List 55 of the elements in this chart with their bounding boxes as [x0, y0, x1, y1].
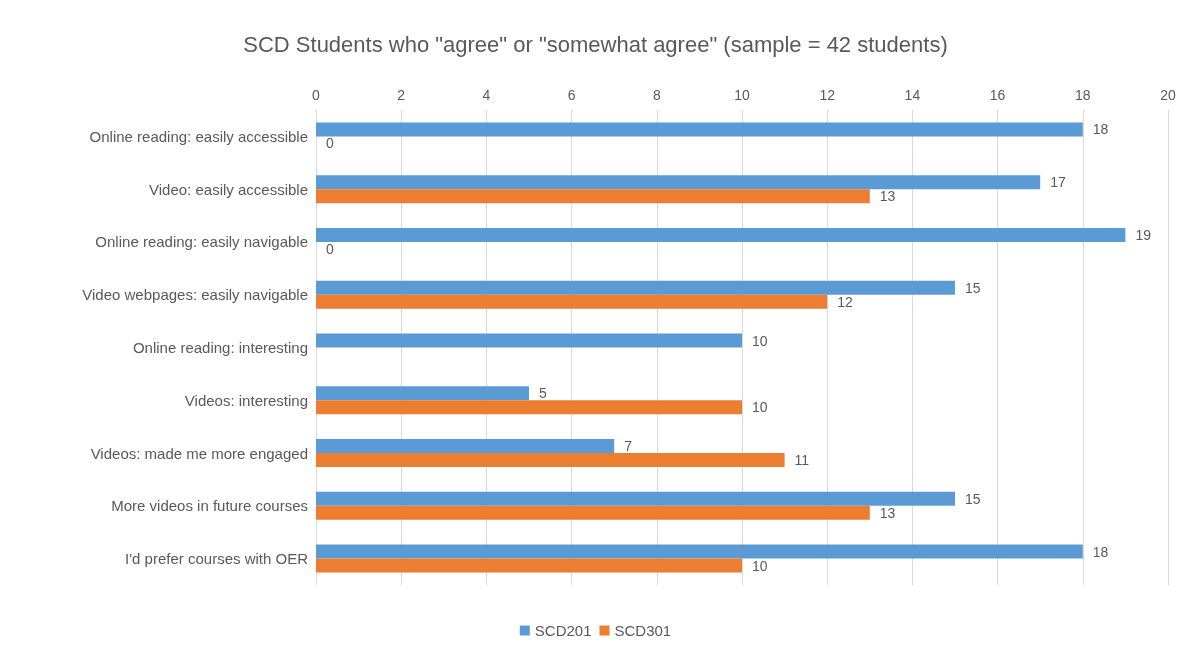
y-tick-label: More videos in future courses [111, 497, 308, 515]
data-label: 11 [794, 452, 810, 469]
data-label: 18 [1092, 543, 1109, 560]
y-tick-label: I'd prefer courses with OER [125, 550, 309, 568]
data-label: 5 [539, 385, 547, 402]
y-tick-label: Online reading: easily navigable [95, 233, 308, 251]
bar [316, 333, 742, 348]
bar [316, 439, 615, 454]
y-tick-label: Video: easily accessible [149, 180, 308, 198]
chart-title: SCD Students who "agree" or "somewhat agree" (sample = 42 students) [243, 31, 948, 57]
x-tick-label: 2 [397, 87, 406, 103]
bar [316, 491, 955, 506]
data-label: 10 [752, 332, 768, 349]
x-tick-label: 14 [904, 87, 921, 103]
bar [316, 453, 785, 468]
data-label: 13 [879, 188, 896, 205]
data-label: 10 [752, 399, 768, 416]
y-tick-label: Online reading: interesting [132, 339, 308, 356]
data-label: 12 [837, 293, 853, 310]
x-tick-label: 6 [567, 87, 576, 103]
data-label: 15 [965, 279, 981, 296]
x-tick-label: 0 [312, 87, 321, 103]
data-label: 10 [752, 557, 768, 574]
data-label: 0 [326, 240, 334, 257]
bar [316, 280, 955, 295]
legend-label: SCD301 [614, 622, 672, 639]
x-tick-label: 4 [482, 87, 491, 103]
data-label: 0 [326, 135, 334, 152]
data-label: 7 [624, 438, 633, 455]
bar [316, 189, 870, 204]
x-tick-label: 8 [652, 87, 661, 103]
bar [316, 122, 1083, 137]
x-tick-label: 18 [1075, 87, 1091, 103]
bar [316, 386, 529, 401]
x-tick-label: 10 [734, 87, 750, 103]
bar [316, 558, 742, 573]
data-label: 17 [1050, 174, 1066, 191]
bar [316, 544, 1083, 559]
x-tick-label: 16 [989, 87, 1006, 103]
y-tick-label: Videos: made me more engaged [90, 444, 308, 462]
y-tick-label: Video webpages: easily navigable [82, 286, 308, 304]
x-tick-label: 12 [819, 87, 836, 103]
legend-label: SCD201 [534, 622, 592, 639]
data-label: 18 [1092, 121, 1109, 138]
y-tick-label: Online reading: easily accessible [89, 127, 308, 145]
data-label: 15 [965, 490, 981, 507]
y-tick-label: Videos: interesting [184, 391, 308, 409]
x-tick-label: 20 [1160, 87, 1176, 103]
bar [316, 227, 1126, 242]
bar [316, 175, 1041, 190]
bar [316, 505, 870, 520]
data-label: 19 [1135, 226, 1152, 243]
bar [316, 294, 828, 309]
data-label: 13 [879, 504, 896, 521]
bar [316, 400, 742, 415]
